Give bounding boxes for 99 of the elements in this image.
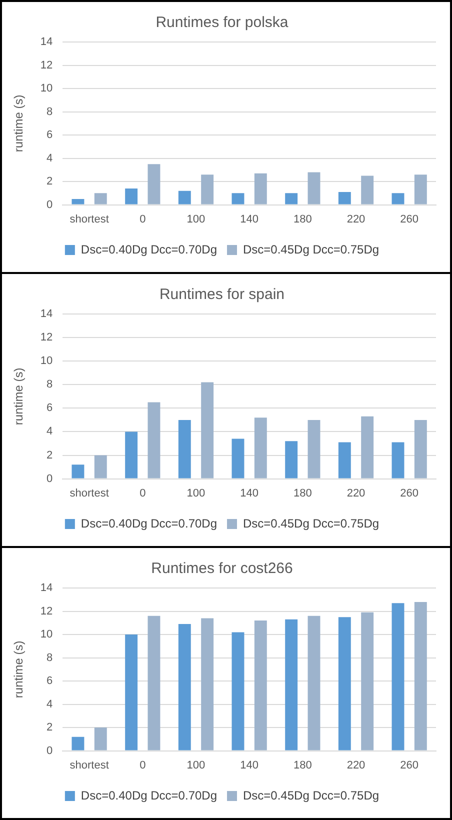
y-tick-label: 4 (46, 698, 53, 710)
x-tick-label: 140 (240, 213, 258, 226)
bar (338, 192, 351, 204)
bar (232, 632, 244, 750)
bar (125, 634, 138, 750)
y-tick-label: 12 (40, 332, 53, 344)
bar (201, 618, 214, 750)
y-tick-label: 6 (46, 402, 53, 414)
chart-title: Runtimes for cost266 (151, 560, 293, 578)
x-tick-label: shortest (70, 759, 109, 772)
y-axis-title: runtime (s) (12, 94, 26, 152)
bar (361, 416, 374, 478)
bar (72, 198, 84, 204)
x-tick-label: 100 (186, 759, 206, 772)
bar (254, 173, 267, 204)
y-tick-label: 4 (46, 152, 53, 164)
x-tick-label: 260 (400, 487, 419, 500)
y-tick-label: 14 (40, 582, 53, 594)
y-tick-label: 12 (40, 605, 53, 618)
bar (94, 193, 107, 204)
y-tick-label: 0 (46, 472, 53, 485)
bar (148, 402, 160, 478)
y-tick-label: 12 (40, 59, 53, 72)
legend-label: Dsc=0.45Dg Dcc=0.75Dg (243, 788, 380, 802)
legend-label: Dsc=0.45Dg Dcc=0.75Dg (243, 516, 380, 530)
x-tick-label: 180 (293, 487, 312, 500)
y-tick-label: 8 (46, 106, 53, 118)
y-tick-label: 2 (46, 722, 53, 734)
x-tick-label: 0 (140, 487, 146, 500)
bar (285, 193, 298, 204)
y-tick-label: 0 (46, 198, 53, 211)
x-tick-label: 100 (186, 487, 206, 500)
bar (338, 442, 351, 478)
bar (178, 420, 191, 478)
x-tick-label: 260 (400, 213, 419, 226)
y-tick-label: 2 (46, 449, 53, 462)
x-tick-label: shortest (70, 487, 109, 500)
bar (392, 193, 404, 204)
y-tick-label: 2 (46, 176, 53, 188)
bar (414, 420, 427, 478)
chart-title: Runtimes for polska (156, 14, 289, 32)
bar (308, 616, 320, 750)
bar (361, 176, 374, 204)
legend-label: Dsc=0.40Dg Dcc=0.70Dg (80, 516, 218, 530)
bar (285, 619, 298, 750)
legend-label: Dsc=0.45Dg Dcc=0.75Dg (243, 242, 380, 256)
y-tick-label: 6 (46, 675, 53, 688)
bar (414, 602, 427, 750)
x-tick-label: shortest (70, 213, 109, 226)
y-axis-title: runtime (s) (12, 368, 26, 426)
bar (285, 441, 298, 478)
bar (178, 190, 191, 204)
bar (392, 603, 404, 750)
x-tick-label: 180 (293, 213, 312, 226)
bar (392, 442, 404, 478)
y-tick-label: 10 (40, 628, 53, 641)
bar (94, 455, 107, 478)
x-tick-label: 0 (140, 759, 146, 772)
bar (125, 188, 138, 204)
bar (414, 174, 427, 204)
y-tick-label: 0 (46, 744, 53, 757)
x-tick-label: 220 (346, 759, 366, 772)
bar (178, 624, 191, 750)
bar (308, 420, 320, 478)
x-tick-label: 260 (400, 759, 419, 772)
y-tick-label: 10 (40, 355, 53, 368)
bar (148, 616, 160, 750)
bar (308, 172, 320, 204)
bar (201, 174, 214, 204)
chart-title: Runtimes for spain (159, 286, 285, 304)
x-tick-label: 0 (140, 213, 146, 226)
y-tick-label: 14 (40, 308, 53, 320)
legend-label: Dsc=0.40Dg Dcc=0.70Dg (80, 788, 218, 802)
x-tick-label: 220 (346, 213, 366, 226)
bar (254, 620, 267, 750)
bar (72, 464, 84, 478)
y-tick-label: 14 (40, 36, 53, 48)
bar (232, 193, 244, 204)
legend-label: Dsc=0.40Dg Dcc=0.70Dg (80, 242, 218, 256)
bar (125, 432, 138, 478)
bar (254, 418, 267, 478)
y-tick-label: 4 (46, 426, 53, 438)
x-tick-label: 140 (240, 759, 258, 772)
bar (361, 612, 374, 750)
bar (201, 382, 214, 478)
y-axis-title: runtime (s) (12, 640, 26, 698)
bar (232, 438, 244, 478)
x-tick-label: 180 (293, 759, 312, 772)
x-tick-label: 220 (346, 487, 366, 500)
x-tick-label: 100 (186, 213, 206, 226)
bar (72, 736, 84, 750)
bar (94, 728, 107, 750)
bar (148, 164, 160, 204)
y-tick-label: 8 (46, 652, 53, 664)
x-tick-label: 140 (240, 487, 258, 500)
bar (338, 617, 351, 750)
y-tick-label: 10 (40, 82, 53, 95)
y-tick-label: 6 (46, 129, 53, 142)
y-tick-label: 8 (46, 378, 53, 391)
